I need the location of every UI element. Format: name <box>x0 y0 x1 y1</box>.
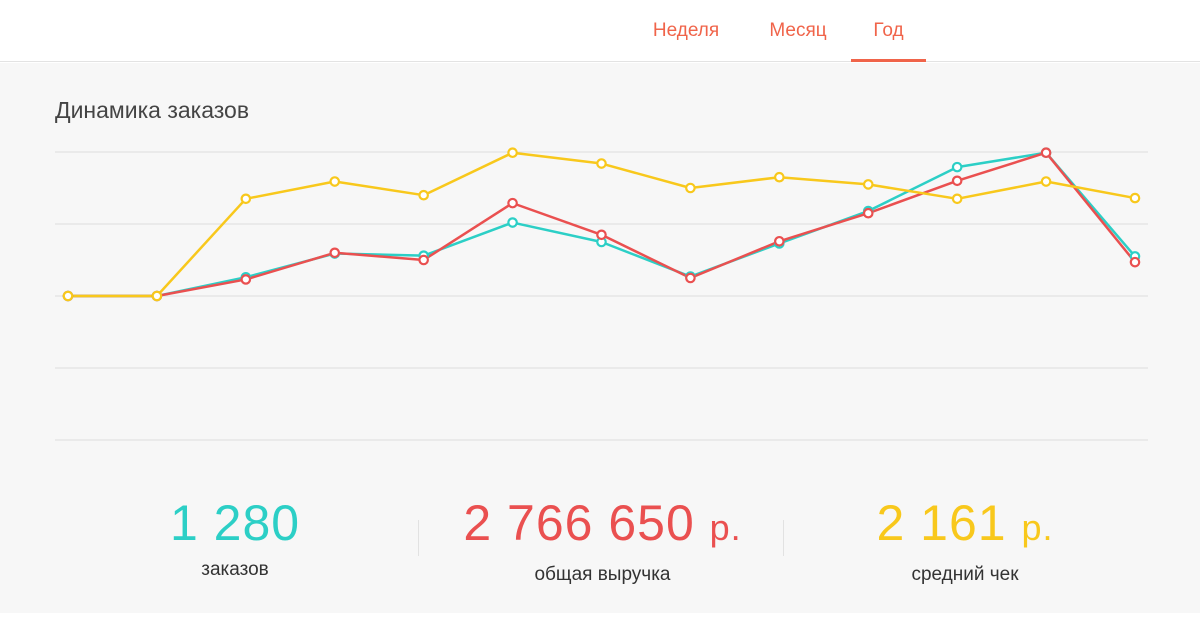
average-data-point[interactable] <box>62 290 74 302</box>
tab-year[interactable]: Год <box>851 0 926 62</box>
average-unit: р. <box>1021 507 1054 548</box>
orders-value: 1 280 <box>169 495 301 551</box>
average-data-point[interactable] <box>951 193 963 205</box>
average-data-point[interactable] <box>774 171 785 183</box>
tab-week[interactable]: Неделя <box>652 20 720 41</box>
orders-data-point[interactable] <box>951 161 963 173</box>
revenue-value-line: 2 766 650 р. <box>440 495 765 556</box>
revenue-data-point[interactable] <box>774 235 785 247</box>
tab-month[interactable]: Месяц <box>769 20 827 41</box>
average-data-point[interactable] <box>1129 192 1141 204</box>
average-data-point[interactable] <box>507 147 518 159</box>
revenue-data-point[interactable] <box>596 229 607 241</box>
revenue-data-point[interactable] <box>862 207 874 219</box>
revenue-data-point[interactable] <box>685 272 696 284</box>
orders-panel: Динамика заказов 1 280 заказов 2 766 650… <box>0 63 1200 613</box>
orders-value-line: 1 280 <box>135 495 335 551</box>
average-value-line: 2 161 р. <box>860 495 1070 556</box>
revenue-data-point[interactable] <box>329 247 341 259</box>
revenue-data-point[interactable] <box>1129 256 1141 268</box>
revenue-data-point[interactable] <box>951 175 963 187</box>
average-data-point[interactable] <box>240 193 252 205</box>
average-data-point[interactable] <box>862 179 874 190</box>
average-data-point[interactable] <box>418 189 429 201</box>
orders-chart <box>55 147 1148 441</box>
orders-label: заказов <box>201 559 269 580</box>
revenue-unit: р. <box>709 507 742 548</box>
panel-title: Динамика заказов <box>55 97 250 123</box>
revenue-data-point[interactable] <box>240 274 252 285</box>
orders-data-point[interactable] <box>507 217 518 228</box>
average-data-point[interactable] <box>596 158 607 169</box>
average-data-point[interactable] <box>329 176 341 187</box>
average-label: средний чек <box>911 564 1019 585</box>
top-bar: Неделя Месяц Год <box>0 0 1200 62</box>
revenue-label: общая выручка <box>534 564 671 585</box>
revenue-data-point[interactable] <box>507 197 518 209</box>
average-data-point[interactable] <box>685 182 696 194</box>
stat-divider <box>783 520 784 556</box>
revenue-data-point[interactable] <box>418 254 429 266</box>
stat-average-check: 2 161 р. средний чек <box>860 495 1070 586</box>
stat-revenue: 2 766 650 р. общая выручка <box>440 495 765 586</box>
revenue-data-point[interactable] <box>1040 147 1052 159</box>
average-data-point[interactable] <box>151 290 163 302</box>
revenue-value: 2 766 650 <box>463 495 695 551</box>
average-data-point[interactable] <box>1040 176 1052 187</box>
stat-divider <box>418 520 419 556</box>
average-value: 2 161 <box>876 495 1007 551</box>
stat-orders: 1 280 заказов <box>135 495 335 581</box>
